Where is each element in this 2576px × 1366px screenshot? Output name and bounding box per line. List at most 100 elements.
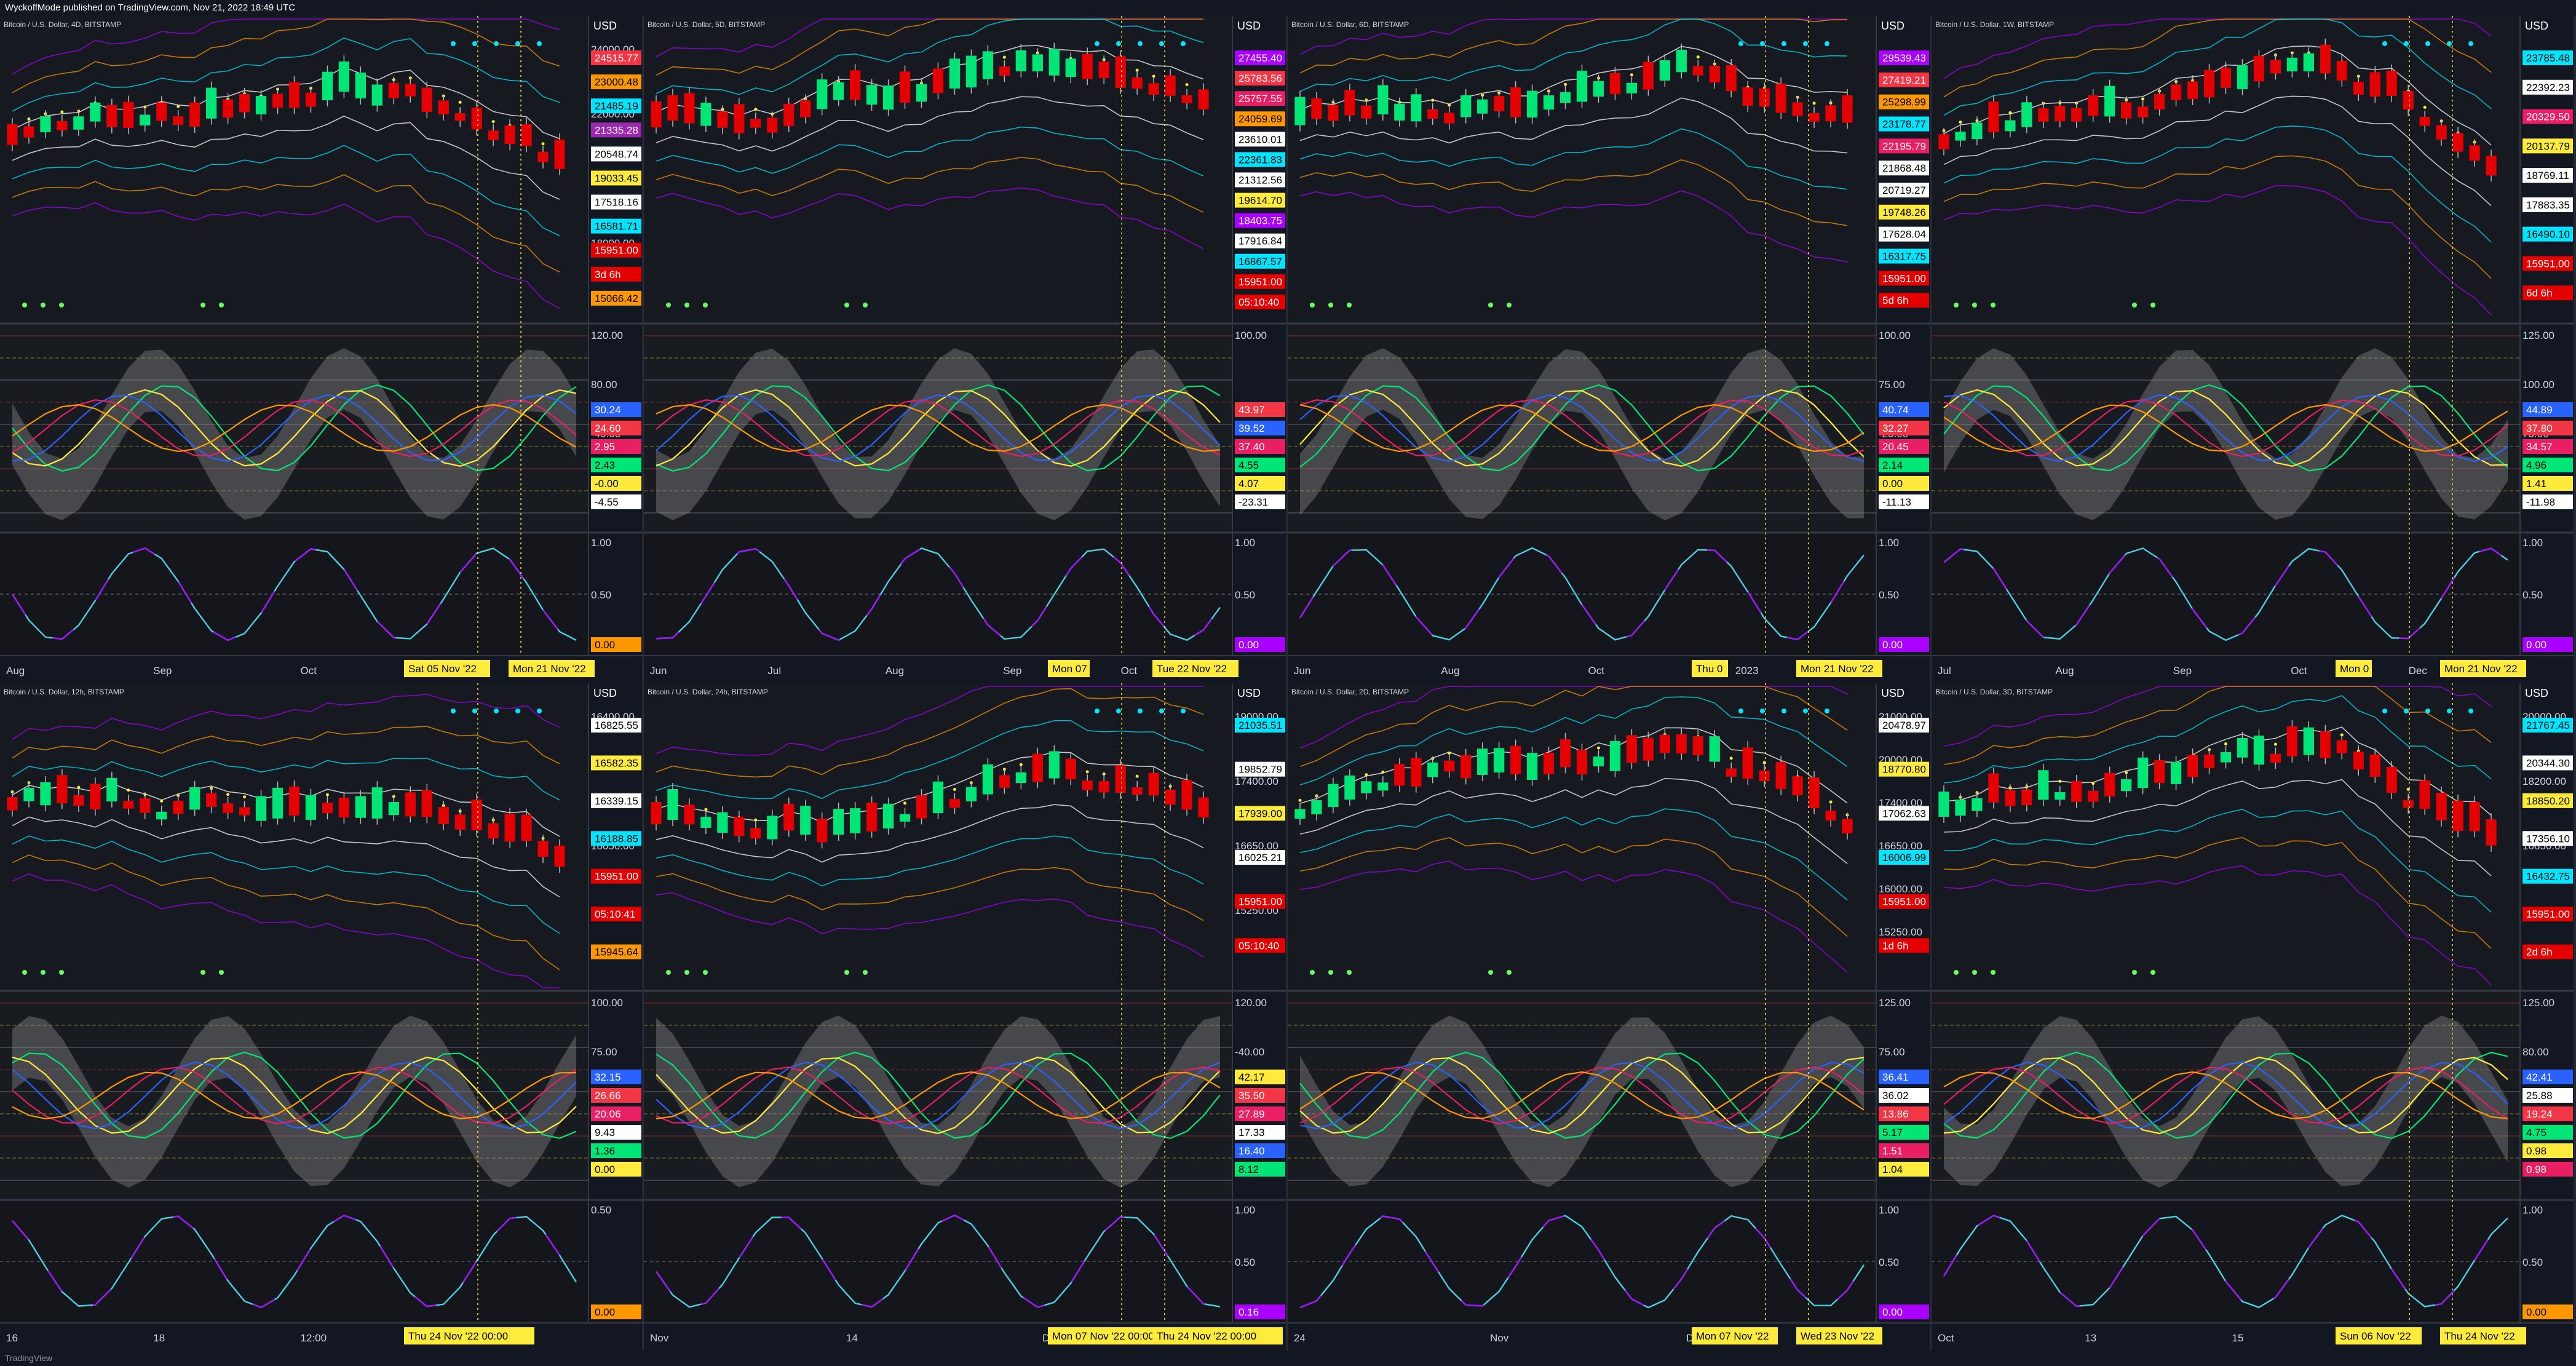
band-line — [656, 804, 1204, 863]
band-line — [12, 854, 560, 971]
chart-pane-12h[interactable]: Bitcoin / U.S. Dollar, 12h, BITSTAMP USD 1… — [0, 683, 644, 1351]
candle-body — [1559, 92, 1571, 103]
signal-dot — [1972, 970, 1977, 975]
candle-body — [7, 124, 18, 145]
price-label: 15951.00 — [1238, 896, 1282, 908]
stochastic-panel — [1288, 533, 1876, 656]
stoch-label-bg — [2522, 637, 2573, 652]
signal-dot — [1803, 41, 1808, 46]
chart-pane-4d[interactable]: Bitcoin / U.S. Dollar, 4D, BITSTAMP USD 24… — [0, 16, 644, 683]
price-label: 16188.85 — [595, 833, 638, 844]
price-label: 23178.77 — [1882, 119, 1926, 130]
osc-label: 13.86 — [1882, 1108, 1909, 1120]
candle-body — [1593, 81, 1604, 97]
candle-body — [173, 116, 184, 125]
osc-tick: 75.00 — [591, 1046, 617, 1058]
price-label: 24515.77 — [595, 52, 638, 64]
candle-body — [833, 809, 844, 835]
candle-body — [1394, 764, 1405, 786]
osc-line — [1943, 1062, 2508, 1130]
osc-label: 9.43 — [595, 1127, 615, 1138]
candle-body — [1593, 756, 1604, 767]
candle-body — [1643, 737, 1654, 761]
osc-line — [1943, 394, 2508, 463]
signal-dot — [200, 303, 205, 308]
osc-line — [656, 389, 1221, 467]
band-line — [1943, 695, 2492, 784]
price-label-bg — [591, 907, 641, 922]
candle-body — [504, 814, 515, 842]
osc-label: 20.06 — [595, 1108, 621, 1120]
signal-dot — [2150, 970, 2155, 975]
pane-title: Bitcoin / U.S. Dollar, 2D, BITSTAMP — [1291, 688, 1409, 696]
price-label-bg — [591, 718, 641, 733]
sar-dot — [143, 105, 147, 109]
candle-body — [2237, 738, 2248, 758]
osc-line — [1943, 403, 2508, 453]
price-label-bg — [591, 146, 641, 162]
time-tick: Oct — [1588, 665, 1605, 677]
time-tick: 13 — [2085, 1332, 2096, 1344]
price-label-bg — [1879, 116, 1929, 132]
candle-body — [2071, 108, 2082, 122]
price-label-bg — [591, 50, 641, 65]
price-scale — [1232, 16, 1288, 683]
candle-body — [1626, 82, 1638, 93]
signal-dot — [515, 709, 520, 713]
candle-body — [734, 817, 745, 836]
price-label-bg — [1879, 248, 1929, 264]
price-label-bg — [1879, 50, 1929, 65]
candle-body — [734, 104, 745, 133]
price-label-bg — [1879, 806, 1929, 821]
chart-pane-3d[interactable]: Bitcoin / U.S. Dollar, 3D, BITSTAMP USD 20… — [1932, 683, 2576, 1351]
osc-tick: 125.00 — [1879, 997, 1911, 1009]
candle-body — [1825, 105, 1836, 122]
chart-pane-6d[interactable]: Bitcoin / U.S. Dollar, 6D, BITSTAMP USD 29… — [1288, 16, 1932, 683]
signal-dot — [2468, 709, 2473, 713]
signal-dot — [2132, 303, 2137, 308]
signal-dot — [2425, 709, 2430, 713]
price-label: 21312.56 — [1238, 174, 1282, 186]
chart-pane-5d[interactable]: Bitcoin / U.S. Dollar, 5D, BITSTAMP USD 27… — [644, 16, 1288, 683]
candle-body — [2021, 789, 2032, 806]
candle-body — [1344, 90, 1355, 116]
price-label-bg — [2522, 109, 2573, 124]
osc-label: 24.60 — [595, 423, 621, 434]
candle-body — [322, 71, 333, 101]
osc-label: 4.07 — [1238, 478, 1259, 490]
chart-pane-2d[interactable]: Bitcoin / U.S. Dollar, 2D, BITSTAMP USD21… — [1288, 683, 1932, 1351]
chart-pane-24h[interactable]: Bitcoin / U.S. Dollar, 24h, BITSTAMP USD 1… — [644, 683, 1288, 1351]
price-label: 20548.74 — [595, 148, 638, 160]
price-label: 21868.48 — [1882, 162, 1926, 174]
candle-body — [2336, 61, 2347, 81]
price-label: 17883.35 — [2526, 199, 2570, 211]
candle-body — [1082, 780, 1093, 790]
candle-body — [1972, 122, 1983, 140]
band-line — [1943, 779, 2492, 876]
candle-body — [322, 803, 333, 814]
published-header: WyckoffMode published on TradingView.com… — [5, 2, 296, 13]
price-label: 20719.27 — [1882, 185, 1926, 196]
candle-body — [1048, 751, 1060, 779]
signal-dot — [1181, 41, 1186, 46]
price-label: 16025.21 — [1238, 852, 1282, 864]
pane-title: Bitcoin / U.S. Dollar, 3D, BITSTAMP — [1935, 688, 2053, 696]
time-marker-label: Sun 06 Nov '22 — [2340, 1330, 2411, 1342]
osc-label-bg — [2522, 1088, 2573, 1103]
signal-dot — [59, 303, 64, 308]
signal-dot — [844, 970, 849, 975]
candle-body — [667, 788, 678, 820]
sar-dot — [1564, 82, 1567, 86]
price-label-bg — [1879, 72, 1929, 87]
candle-body — [2303, 727, 2314, 755]
chart-pane-1w[interactable]: Bitcoin / U.S. Dollar, 1W, BITSTAMP USD 23… — [1932, 16, 2576, 683]
candle-body — [2237, 65, 2248, 89]
price-label-bg — [2522, 831, 2573, 846]
candle-body — [899, 814, 911, 822]
signal-dot — [1116, 709, 1121, 713]
osc-line — [1299, 399, 1865, 458]
band-line — [656, 720, 1204, 800]
signal-dot — [1310, 970, 1315, 975]
sar-dot — [1365, 773, 1368, 777]
osc-tick: 100.00 — [2522, 379, 2554, 391]
